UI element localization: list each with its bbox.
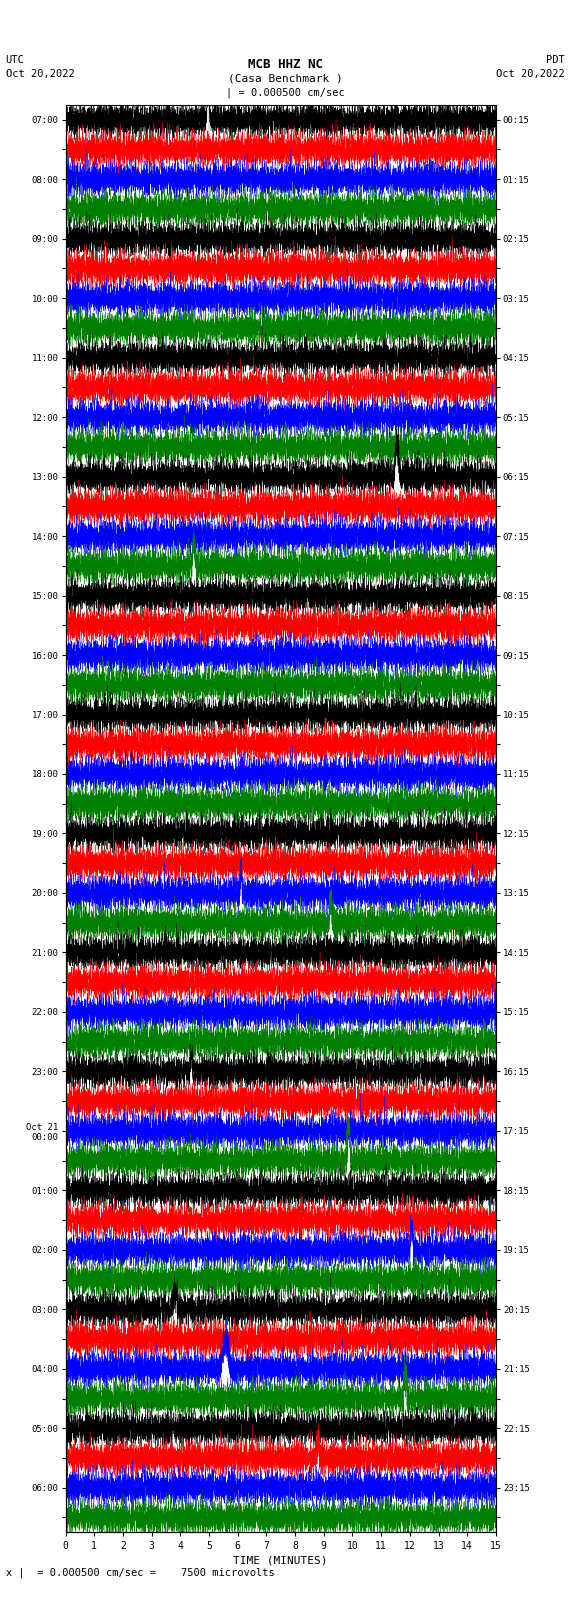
Text: | = 0.000500 cm/sec: | = 0.000500 cm/sec <box>226 87 344 98</box>
Text: (Casa Benchmark ): (Casa Benchmark ) <box>227 74 343 84</box>
Text: Oct 20,2022: Oct 20,2022 <box>6 69 75 79</box>
X-axis label: TIME (MINUTES): TIME (MINUTES) <box>234 1555 328 1566</box>
Text: UTC: UTC <box>6 55 25 65</box>
Text: PDT: PDT <box>545 55 564 65</box>
Text: MCB HHZ NC: MCB HHZ NC <box>247 58 323 71</box>
Text: x |  = 0.000500 cm/sec =    7500 microvolts: x | = 0.000500 cm/sec = 7500 microvolts <box>6 1566 274 1578</box>
Text: Oct 20,2022: Oct 20,2022 <box>495 69 564 79</box>
